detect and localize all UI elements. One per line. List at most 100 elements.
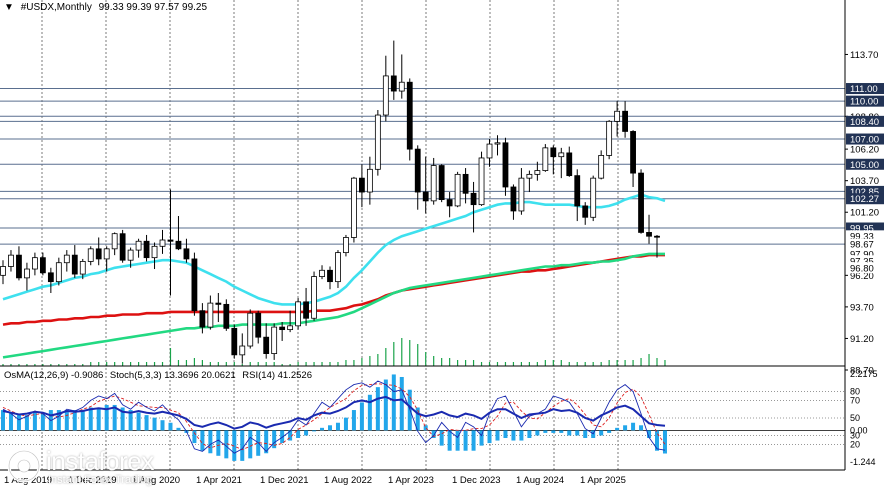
- price-tick-label: 93.70: [850, 302, 874, 313]
- candle-body: [390, 75, 397, 92]
- chart-header: ▼ #USDX,Monthly 99.33 99.39 97.57 99.25: [4, 2, 211, 13]
- osma-bar: [232, 430, 237, 461]
- osma-bar: [152, 417, 157, 431]
- osma-bar: [351, 410, 356, 431]
- osma-bar: [439, 430, 444, 446]
- osma-bar: [583, 430, 588, 439]
- price-level-label: 97.90: [850, 249, 874, 260]
- candle-body: [103, 248, 110, 260]
- candle-body: [542, 147, 549, 171]
- price-level-box: [846, 238, 884, 250]
- osma-bar: [120, 407, 125, 431]
- candle-body: [159, 239, 166, 247]
- osma-bar: [503, 430, 508, 439]
- osma-bar: [495, 430, 500, 441]
- candle-body: [143, 240, 150, 259]
- price-level-label: 107.00: [850, 135, 879, 146]
- osma-bar: [431, 430, 436, 439]
- osma-bar: [168, 422, 173, 431]
- candle-body: [574, 175, 581, 207]
- osma-bar: [144, 415, 149, 431]
- price-level-label: 96.80: [850, 263, 874, 274]
- candle-body: [47, 272, 54, 283]
- oscillator-tick-label: 20: [850, 439, 860, 449]
- osma-bar: [335, 422, 340, 431]
- candle-body: [303, 301, 309, 319]
- osma-bar: [399, 376, 404, 431]
- osma-bar: [160, 420, 165, 431]
- osma-bar: [607, 430, 612, 433]
- candle-body: [223, 303, 230, 329]
- candle-body: [606, 120, 613, 156]
- oscillator-tick-label: 50: [850, 413, 860, 423]
- osma-bar: [328, 425, 332, 431]
- osma-bar: [128, 410, 133, 431]
- osma-bar: [88, 407, 93, 431]
- osma-bar: [136, 412, 141, 431]
- candle-body: [111, 233, 118, 250]
- osma-bar: [192, 430, 197, 444]
- osma-bar: [623, 425, 628, 431]
- candlesticks: [0, 40, 660, 364]
- candle-body: [494, 142, 501, 145]
- osma-bar: [527, 430, 532, 439]
- osma-tick-label: -1.244: [850, 457, 876, 467]
- price-level-label: 97.35: [850, 256, 874, 267]
- osma-bar: [280, 430, 285, 444]
- moving-averages: [2, 193, 666, 359]
- osma-bar: [662, 430, 667, 454]
- rsi-line: [2, 395, 666, 430]
- time-tick-label: 1 Dec 2021: [260, 475, 309, 486]
- osma-bar: [56, 410, 61, 431]
- dropdown-arrow-icon[interactable]: ▼: [4, 2, 14, 13]
- osma-bar: [551, 430, 556, 433]
- price-tick-label: 96.20: [850, 271, 874, 282]
- candle-body: [79, 261, 86, 275]
- candle-body: [135, 240, 142, 251]
- osma-bar: [288, 430, 293, 441]
- indicator-panel: [0, 374, 845, 461]
- price-level-box: [846, 193, 884, 205]
- osma-bar: [296, 430, 301, 439]
- candle-body: [558, 152, 565, 158]
- candle-body: [598, 155, 605, 179]
- candle-body: [526, 173, 533, 179]
- candle-body: [454, 173, 461, 207]
- oscillator-tick-label: 80: [850, 387, 860, 397]
- osma-bar: [16, 415, 21, 431]
- stoch-main-line: [2, 380, 666, 454]
- candle-body: [622, 110, 628, 132]
- osma-bar: [471, 430, 476, 451]
- candle-body: [422, 191, 429, 202]
- candle-body: [366, 168, 373, 193]
- time-tick-label: 1 Aug 2020: [132, 475, 180, 486]
- price-level-box: [846, 222, 884, 234]
- candle-body: [566, 152, 573, 177]
- price-level-box: [846, 133, 884, 145]
- price-level-label: 102.85: [850, 187, 879, 198]
- candle-body: [343, 237, 349, 254]
- candle-body: [382, 75, 389, 116]
- osma-bar: [567, 430, 572, 436]
- candle-body: [638, 172, 644, 233]
- time-tick-label: 1 Dec 2019: [68, 475, 117, 486]
- time-tick-label: 1 Aug 2024: [516, 475, 564, 486]
- candle-body: [127, 249, 134, 261]
- price-level-label: 105.00: [850, 160, 879, 171]
- moving-average-slow: [2, 253, 665, 326]
- price-tick-label: 106.20: [850, 145, 879, 156]
- osma-bar: [599, 430, 604, 436]
- price-level-label: 98.67: [850, 240, 874, 251]
- candle-body: [311, 276, 317, 319]
- osma-bar: [312, 430, 317, 432]
- candle-body: [183, 248, 190, 260]
- candle-body: [335, 252, 341, 283]
- osma-bar: [535, 430, 540, 436]
- candle-body: [414, 148, 421, 193]
- price-level-box: [846, 158, 884, 170]
- candle-body: [199, 310, 206, 328]
- time-tick-label: 1 Apr 2025: [580, 475, 626, 486]
- candle-body: [582, 205, 589, 218]
- osma-bar: [240, 430, 245, 461]
